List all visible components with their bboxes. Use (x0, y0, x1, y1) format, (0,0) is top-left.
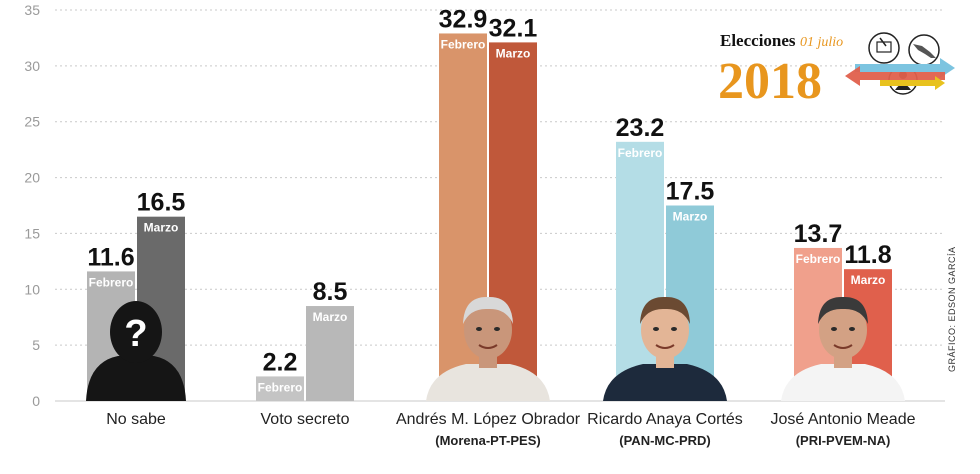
y-tick-label: 10 (24, 281, 40, 297)
in-bar-series-label: Febrero (618, 146, 663, 160)
value-label: 8.5 (313, 278, 348, 306)
value-label: 16.5 (137, 189, 186, 217)
bar-marzo (306, 306, 354, 401)
in-bar-series-label: Febrero (89, 275, 134, 289)
bar-febrero (256, 376, 304, 401)
logo-year: 2018 (718, 53, 822, 110)
y-tick-label: 35 (24, 2, 40, 18)
candidate-photos: ? (86, 296, 905, 401)
party-label: (PAN-MC-PRD) (619, 433, 710, 448)
value-label: 32.1 (489, 14, 538, 42)
in-bar-series-label: Marzo (496, 46, 531, 60)
value-labels: 11.6 Febrero 16.5 Marzo 2.2 Febrero 8.5 Marzo 32… (87, 5, 891, 394)
category-labels: No sabe Voto secreto Andrés M. López Obrad… (106, 411, 915, 448)
value-label: 11.6 (87, 243, 134, 271)
y-tick-label: 30 (24, 58, 40, 74)
y-tick-label: 20 (24, 170, 40, 186)
candidate-photo-icon (426, 296, 550, 401)
credit-text: GRÁFICO: EDSON GARCÍA (947, 246, 957, 372)
arrows-icon (845, 58, 955, 90)
in-bar-series-label: Febrero (796, 252, 841, 266)
y-axis-ticks: 0 5 10 15 20 25 30 35 (24, 2, 40, 409)
value-label: 17.5 (666, 178, 715, 206)
value-label: 32.9 (439, 5, 488, 33)
logo-title: Elecciones (720, 31, 796, 50)
y-tick-label: 5 (32, 337, 40, 353)
value-label: 11.8 (844, 241, 891, 269)
candidate-photo-icon (781, 296, 905, 401)
in-bar-series-label: Febrero (258, 380, 303, 394)
unknown-person-icon: ? (86, 301, 186, 401)
category-label: Andrés M. López Obrador (396, 411, 581, 428)
in-bar-series-label: Febrero (441, 37, 486, 51)
category-label: Voto secreto (261, 411, 350, 428)
in-bar-series-label: Marzo (851, 273, 886, 287)
party-label: (Morena-PT-PES) (435, 433, 540, 448)
value-label: 2.2 (263, 348, 298, 376)
category-label: José Antonio Meade (771, 411, 916, 428)
svg-text:?: ? (124, 313, 147, 355)
party-label: (PRI-PVEM-NA) (796, 433, 891, 448)
y-tick-label: 15 (24, 225, 40, 241)
logo-date: 01 julio (800, 35, 843, 50)
value-label: 13.7 (794, 220, 843, 248)
y-tick-label: 0 (32, 393, 40, 409)
in-bar-series-label: Marzo (673, 210, 708, 224)
candidate-photo-icon (603, 296, 727, 401)
in-bar-series-label: Marzo (144, 221, 179, 235)
mexico-map-icon (908, 34, 940, 66)
category-label: Ricardo Anaya Cortés (587, 411, 743, 428)
category-label: No sabe (106, 411, 166, 428)
in-bar-series-label: Marzo (313, 310, 348, 324)
y-tick-label: 25 (24, 114, 40, 130)
elecciones-logo: Elecciones 01 julio 2018 (718, 31, 955, 110)
ballot-icon (868, 32, 900, 64)
value-label: 23.2 (616, 114, 665, 142)
